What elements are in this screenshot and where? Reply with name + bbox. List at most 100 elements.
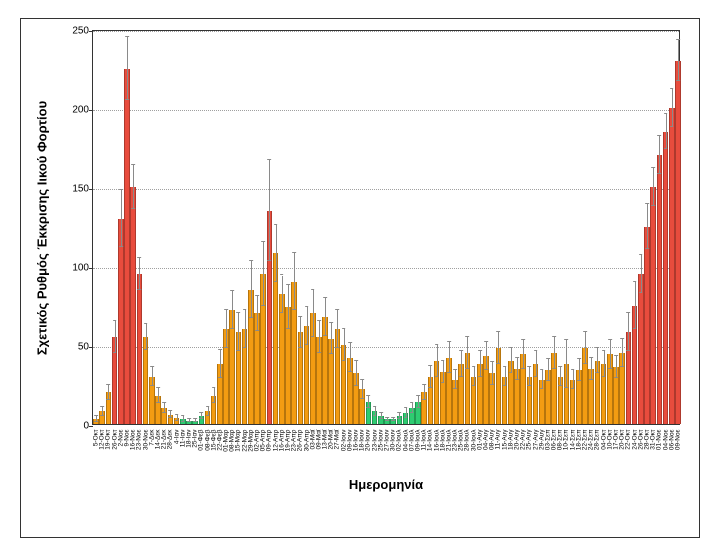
bar [137,274,143,424]
error-cap [472,385,476,386]
error-cap [162,412,166,413]
error-cap [181,421,185,422]
error-bar [362,380,363,399]
error-bar [356,361,357,386]
error-cap [286,284,290,285]
error-bar [337,310,338,348]
error-bar [474,367,475,386]
error-cap [336,347,340,348]
error-bar [245,310,246,348]
error-bar [604,351,605,376]
error-cap [360,398,364,399]
error-cap [466,336,470,337]
error-cap [193,418,197,419]
error-cap [199,418,203,419]
error-bar [158,388,159,404]
error-cap [212,387,216,388]
error-cap [218,377,222,378]
error-bar [511,348,512,373]
error-cap [237,350,241,351]
error-bar [282,276,283,314]
error-cap [540,369,544,370]
error-cap [243,347,247,348]
error-cap [472,366,476,367]
error-cap [187,421,191,422]
error-cap [169,410,173,411]
error-bar [560,367,561,386]
error-cap [379,418,383,419]
bar [650,187,656,424]
error-cap [645,248,649,249]
error-cap [509,347,513,348]
error-cap [583,331,587,332]
error-bar [666,114,667,149]
error-cap [670,126,674,127]
error-cap [144,349,148,350]
error-bar [133,165,134,209]
error-cap [546,358,550,359]
error-bar [566,340,567,387]
error-cap [608,368,612,369]
ytick-label: 100 [72,263,89,274]
error-cap [422,399,426,400]
error-cap [676,39,680,40]
error-bar [678,40,679,81]
error-cap [317,352,321,353]
error-bar [536,351,537,376]
error-cap [336,309,340,310]
error-cap [627,312,631,313]
error-bar [455,370,456,389]
error-cap [515,357,519,358]
error-cap [373,406,377,407]
error-cap [453,369,457,370]
error-bar [443,361,444,383]
error-bar [523,340,524,368]
error-bar [319,321,320,353]
bar [644,227,650,425]
error-bar [121,190,122,247]
error-cap [280,274,284,275]
error-cap [119,189,123,190]
error-cap [416,395,420,396]
error-cap [280,312,284,313]
error-cap [447,341,451,342]
error-cap [367,407,371,408]
error-bar [331,323,332,355]
error-cap [398,412,402,413]
error-cap [577,380,581,381]
error-cap [552,368,556,369]
error-bar [622,339,623,367]
error-cap [274,281,278,282]
error-bar [115,321,116,353]
error-cap [670,88,674,89]
error-cap [249,317,253,318]
error-cap [490,384,494,385]
error-cap [441,360,445,361]
error-cap [317,320,321,321]
error-cap [490,361,494,362]
error-cap [558,385,562,386]
error-cap [527,385,531,386]
error-cap [441,382,445,383]
error-cap [360,379,364,380]
error-cap [664,148,668,149]
error-cap [113,352,117,353]
error-cap [503,366,507,367]
error-cap [453,388,457,389]
bar [657,155,663,424]
error-cap [305,306,309,307]
error-bar [554,337,555,369]
error-bar [325,298,326,336]
error-cap [565,387,569,388]
error-cap [243,309,247,310]
error-bar [548,359,549,381]
error-bar [628,313,629,351]
error-cap [162,402,166,403]
error-cap [534,376,538,377]
error-bar [449,342,450,374]
error-cap [298,316,302,317]
error-cap [100,406,104,407]
error-cap [435,376,439,377]
error-cap [577,358,581,359]
error-cap [230,290,234,291]
